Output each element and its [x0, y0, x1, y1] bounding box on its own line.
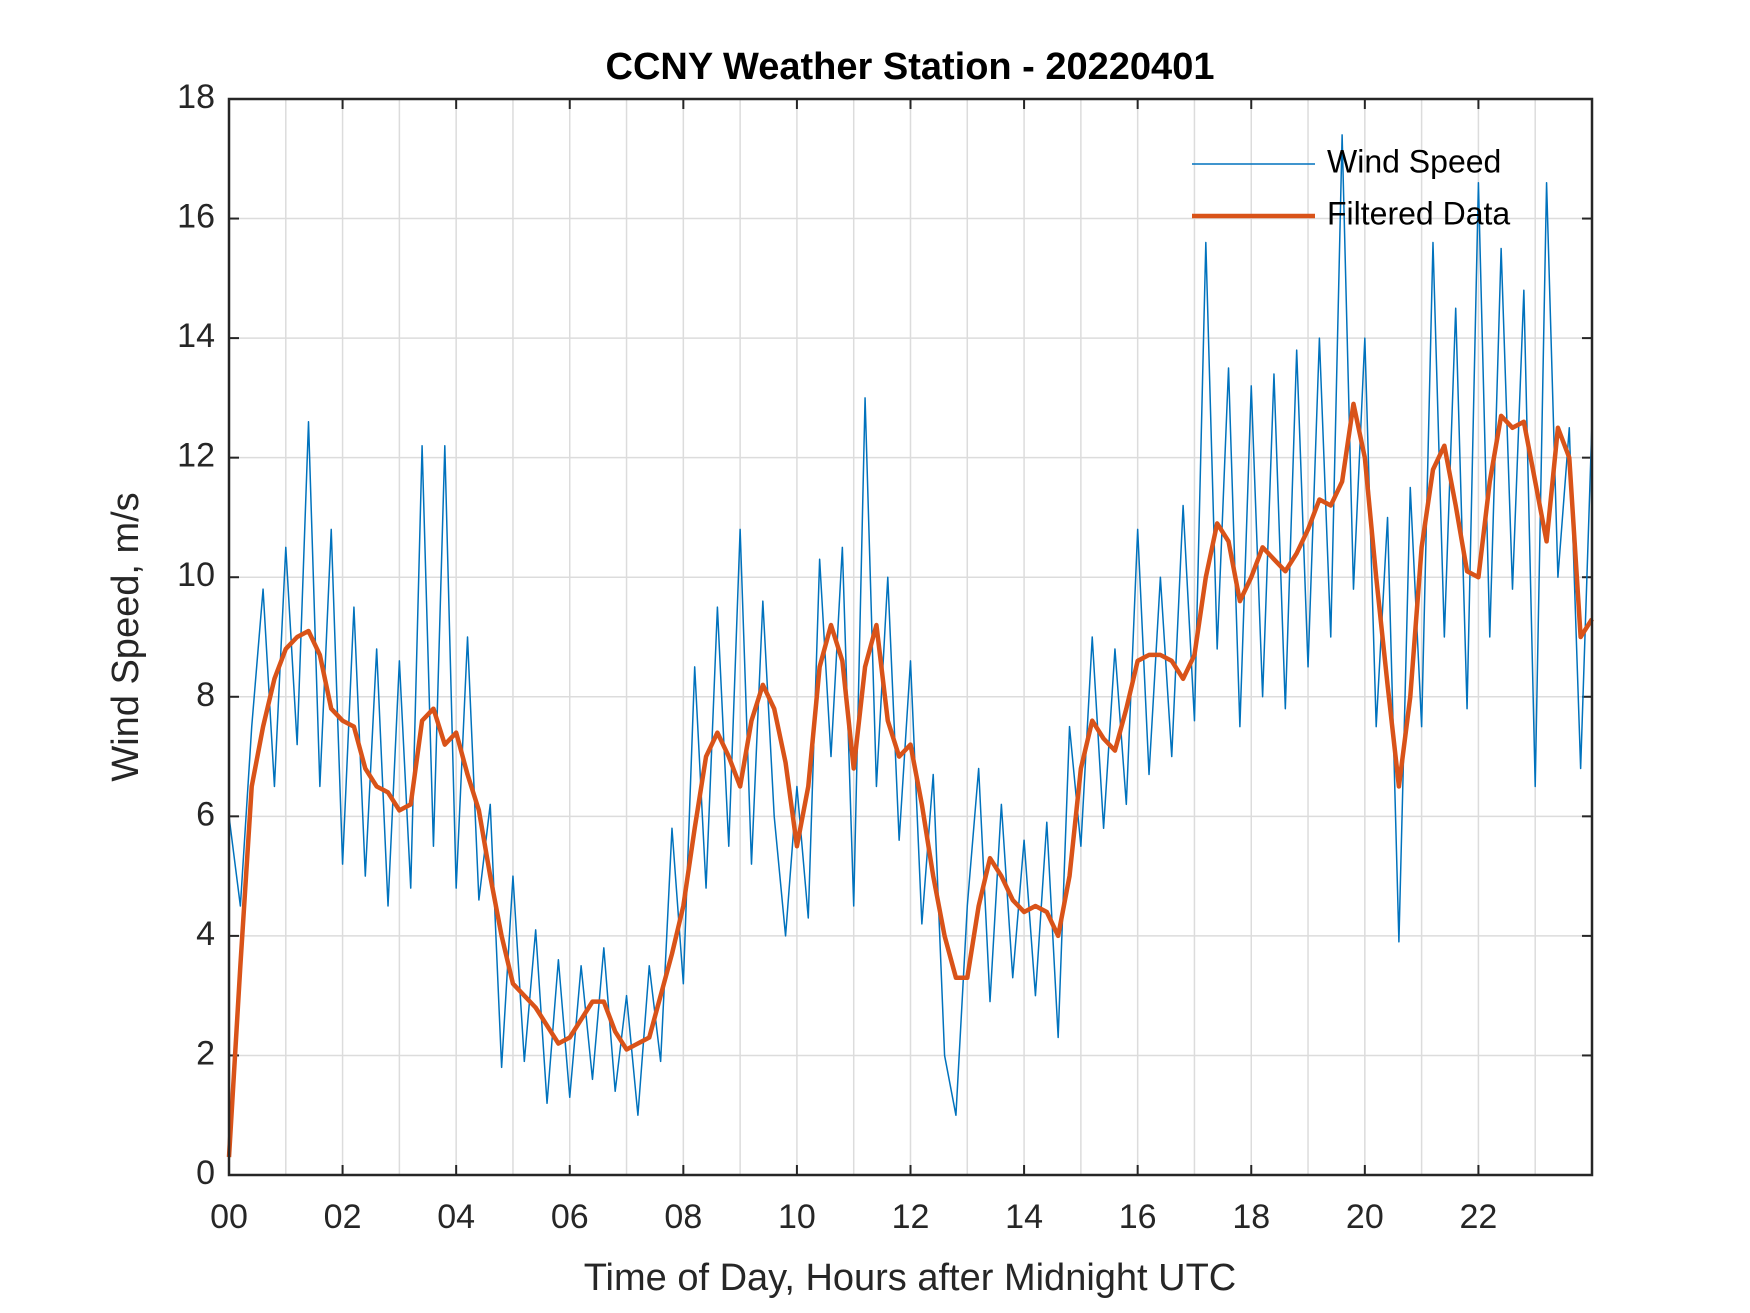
y-tick-label: 14 — [177, 317, 215, 355]
y-tick-label: 4 — [196, 915, 215, 953]
y-tick-label: 6 — [196, 795, 215, 833]
x-tick-label: 10 — [778, 1198, 816, 1236]
data-line — [228, 134, 1593, 1116]
x-tick-label: 06 — [551, 1198, 589, 1236]
x-tick-label: 12 — [892, 1198, 930, 1236]
x-tick-label: 20 — [1346, 1198, 1384, 1236]
x-tick-label: 02 — [324, 1198, 362, 1236]
x-tick-label: 16 — [1119, 1198, 1157, 1236]
x-tick-label: 04 — [437, 1198, 475, 1236]
legend-label: Wind Speed — [1327, 143, 1501, 179]
y-tick-label: 12 — [177, 437, 215, 475]
x-tick-label: 14 — [1005, 1198, 1043, 1236]
y-tick-label: 8 — [196, 676, 215, 714]
data-line — [226, 401, 1594, 1158]
y-tick-label: 16 — [177, 198, 215, 236]
y-tick-label: 0 — [196, 1154, 215, 1192]
x-tick-label: 18 — [1232, 1198, 1270, 1236]
y-tick-label: 18 — [177, 78, 215, 116]
x-tick-label: 00 — [210, 1198, 248, 1236]
legend-label: Filtered Data — [1327, 195, 1510, 231]
x-tick-label: 08 — [664, 1198, 702, 1236]
y-tick-label: 2 — [196, 1034, 215, 1072]
plot-frame — [227, 97, 1594, 1177]
x-tick-label: 22 — [1460, 1198, 1498, 1236]
y-tick-label: 10 — [177, 556, 215, 594]
y-axis-label: Wind Speed, m/s — [105, 492, 147, 781]
chart-title: CCNY Weather Station - 20220401 — [606, 46, 1215, 88]
x-axis-label: Time of Day, Hours after Midnight UTC — [584, 1257, 1237, 1299]
